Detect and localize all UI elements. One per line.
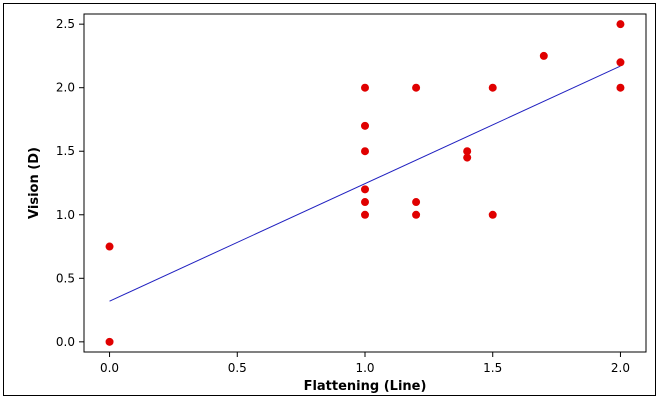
data-point [616,83,625,92]
data-point [412,210,421,219]
data-point [105,242,114,251]
data-point [488,210,497,219]
data-point [361,198,369,207]
x-tick-label: 1.0 [355,361,374,375]
regression-line [109,65,621,302]
y-tick-label: 0.5 [56,271,75,285]
data-point [361,147,369,156]
x-axis-title: Flattening (Line) [304,379,427,394]
x-tick-label: 2.0 [611,361,630,375]
data-point [616,20,625,29]
y-tick-label: 1.5 [56,144,75,158]
y-axis-title: Vision (D) [27,147,42,219]
x-tick-label: 0.0 [100,361,119,375]
data-point [361,185,369,194]
plot-area [83,13,647,353]
data-point [412,198,421,207]
x-tick-label: 1.5 [483,361,502,375]
data-point [463,147,472,156]
data-point [488,83,497,92]
data-point [105,337,114,346]
data-point [361,83,369,92]
x-axis: 0.0 0.5 1.0 1.5 2.0 [100,352,630,375]
data-point [412,83,421,92]
y-tick-label: 0.0 [56,335,75,349]
data-point [463,153,472,162]
data-points [105,20,625,346]
x-tick-label: 0.5 [228,361,247,375]
data-point [361,121,369,130]
y-tick-label: 2.0 [56,81,75,95]
y-axis: 0.0 0.5 1.0 1.5 2.0 2.5 [56,17,84,349]
data-point [539,51,548,60]
data-point [616,58,625,67]
y-tick-label: 1.0 [56,208,75,222]
y-tick-label: 2.5 [56,17,75,31]
data-point [361,210,369,219]
